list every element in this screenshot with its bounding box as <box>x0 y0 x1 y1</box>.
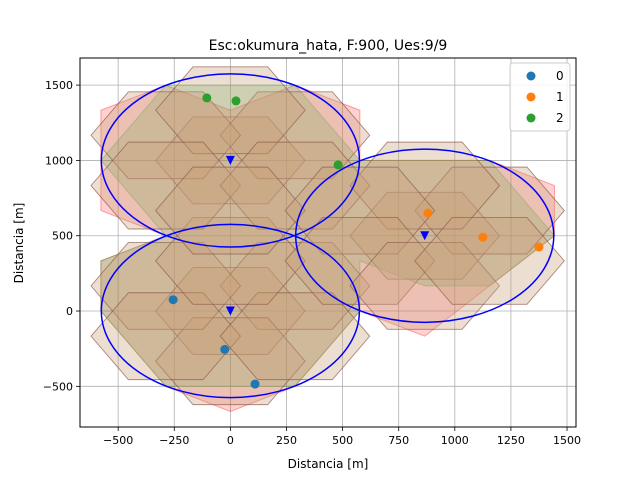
base-stations <box>225 155 430 316</box>
x-tick-label: −250 <box>159 434 189 447</box>
user-points <box>168 93 544 389</box>
y-tick-label: 1500 <box>45 79 73 92</box>
y-axis-label: Distancia [m] <box>12 203 26 284</box>
user-point-series-1 <box>478 232 488 242</box>
user-point-series-2 <box>333 160 343 170</box>
hexagon-cell <box>155 166 306 255</box>
user-point-series-2 <box>231 96 241 106</box>
hexagon-cells <box>90 66 565 406</box>
hexagon-cell <box>155 66 306 155</box>
user-point-series-0 <box>168 295 178 305</box>
x-axis-label: Distancia [m] <box>288 457 369 471</box>
x-tick-label: 500 <box>332 434 353 447</box>
hexagon-cell <box>90 241 242 330</box>
user-point-series-2 <box>202 93 212 103</box>
hexagon-cell <box>219 241 371 330</box>
legend-label-2: 2 <box>556 111 564 125</box>
hexagon-cell <box>90 141 242 230</box>
hexagon-cell <box>219 292 371 381</box>
x-tick-label: −500 <box>103 434 133 447</box>
hexagon-cell <box>155 216 306 305</box>
x-tick-label: 1500 <box>553 434 581 447</box>
legend-label-0: 0 <box>556 69 564 83</box>
legend: 0 1 2 <box>509 62 571 132</box>
hexagon-cell <box>349 141 501 230</box>
hexagon-cell <box>219 141 371 230</box>
region-green <box>100 84 556 387</box>
user-point-series-1 <box>423 208 433 218</box>
coverage-circles <box>100 73 555 399</box>
hexagon-cell <box>90 91 242 180</box>
hexagon-cell <box>155 317 306 406</box>
legend-box <box>509 62 571 132</box>
y-tick-label: −500 <box>43 380 73 393</box>
user-point-series-0 <box>220 344 230 354</box>
y-axis-ticks: −500 0 500 1000 1500 <box>43 79 80 393</box>
coverage-circle <box>294 148 555 324</box>
base-station-marker <box>420 231 430 241</box>
legend-marker-0 <box>526 71 536 81</box>
legend-marker-1 <box>526 92 536 102</box>
base-station-marker <box>225 155 235 165</box>
x-tick-label: 0 <box>227 434 234 447</box>
hexagon-cell <box>284 216 436 305</box>
user-point-series-1 <box>534 242 544 252</box>
x-tick-label: 750 <box>388 434 409 447</box>
base-station-marker <box>225 306 235 316</box>
y-tick-label: 500 <box>52 230 73 243</box>
plot-frame <box>79 57 577 428</box>
user-point-series-0 <box>250 379 260 389</box>
x-axis-ticks: −500 −250 0 250 500 750 1000 1250 1500 <box>103 427 581 447</box>
hexagon-cell <box>414 166 565 255</box>
chart-title: Esc:okumura_hata, F:900, Ues:9/9 <box>209 38 448 54</box>
hexagon-cell <box>219 91 371 180</box>
y-tick-label: 1000 <box>45 154 73 167</box>
x-tick-label: 250 <box>276 434 297 447</box>
x-tick-label: 1250 <box>497 434 525 447</box>
legend-label-1: 1 <box>556 90 564 104</box>
hexagon-cell <box>349 241 501 330</box>
hexagon-cell <box>90 292 242 381</box>
x-tick-label: 1000 <box>441 434 469 447</box>
legend-marker-2 <box>526 113 536 123</box>
hexagon-cell <box>414 216 565 305</box>
y-tick-label: 0 <box>66 305 73 318</box>
hexagon-cell <box>284 166 436 255</box>
